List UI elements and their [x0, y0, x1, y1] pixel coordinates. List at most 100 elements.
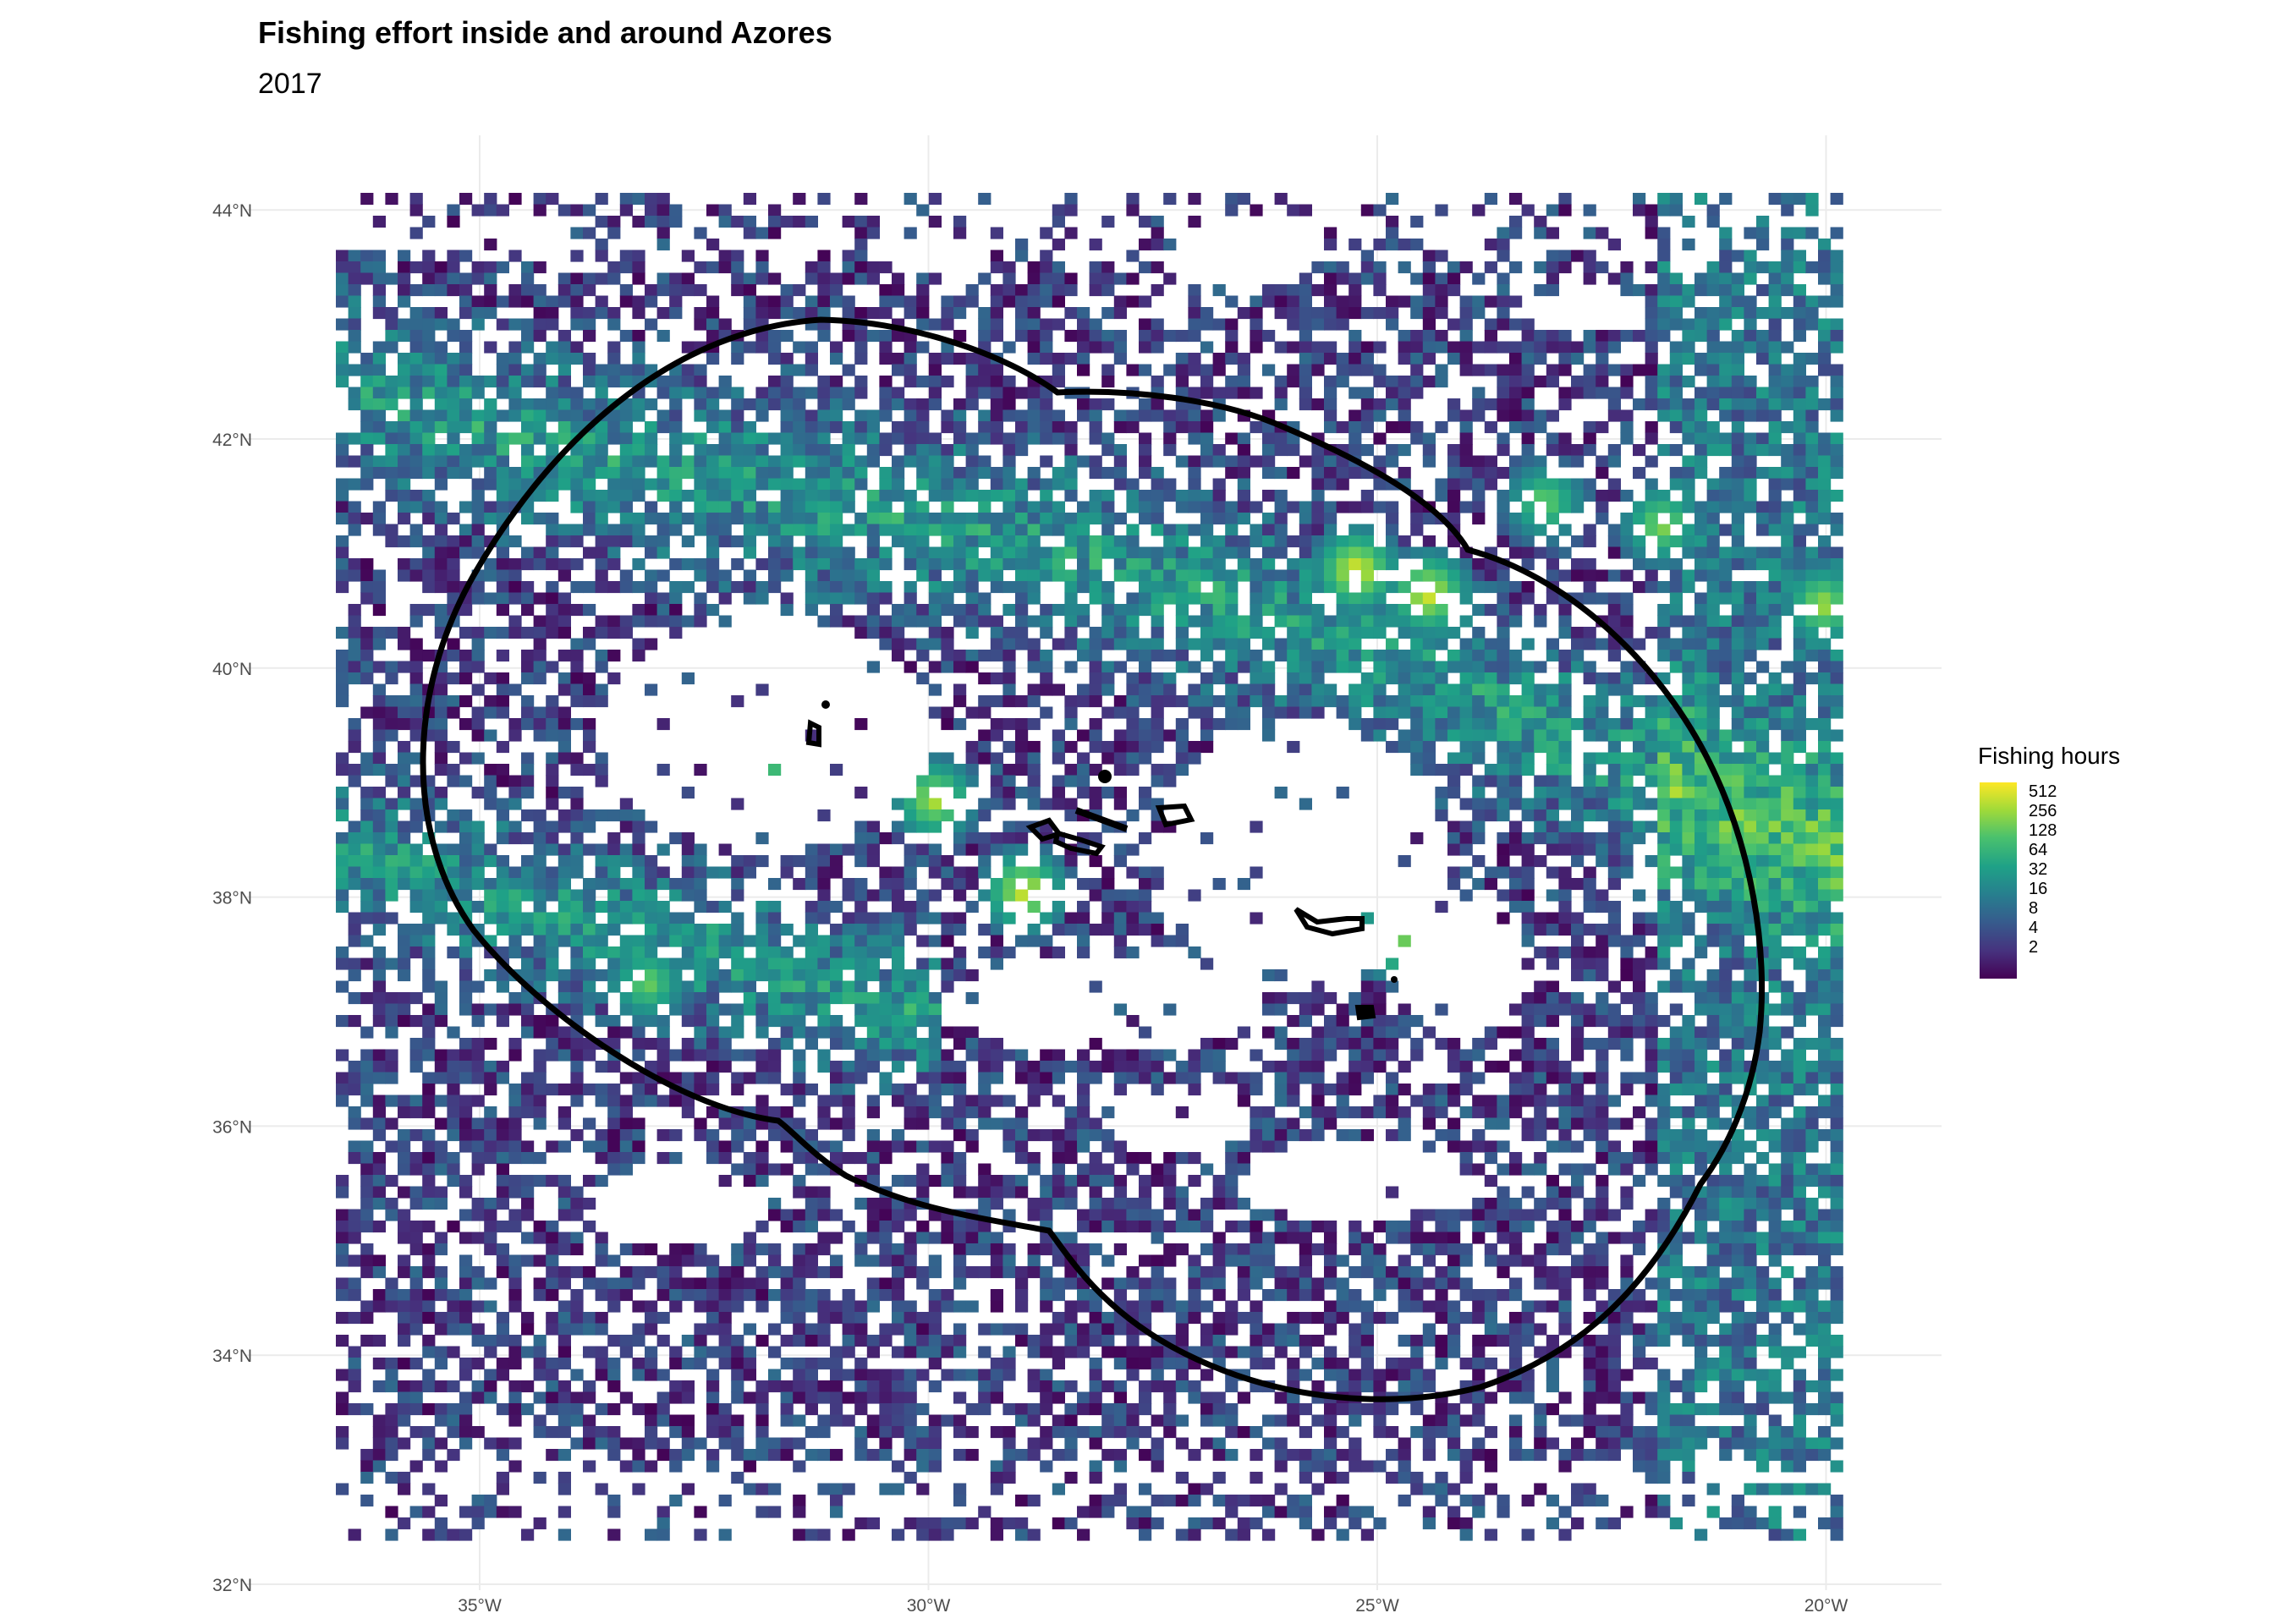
- effort-cell: [1719, 935, 1733, 947]
- effort-cell: [830, 581, 843, 594]
- effort-cell: [1781, 398, 1794, 411]
- effort-cell: [793, 878, 806, 891]
- effort-cell: [1287, 376, 1300, 388]
- effort-cell: [1521, 843, 1535, 856]
- effort-cell: [731, 501, 744, 513]
- effort-cell: [1459, 764, 1473, 776]
- effort-cell: [1410, 376, 1424, 388]
- effort-cell: [1002, 387, 1016, 399]
- effort-cell: [706, 455, 720, 468]
- effort-cell: [546, 478, 559, 491]
- effort-cell: [1113, 729, 1127, 742]
- effort-cell: [459, 969, 473, 982]
- effort-cell: [1175, 695, 1189, 708]
- effort-cell: [1077, 318, 1090, 331]
- effort-cell: [1126, 946, 1140, 959]
- effort-cell: [607, 558, 621, 571]
- effort-cell: [1805, 227, 1819, 239]
- effort-cell: [1558, 341, 1572, 354]
- effort-cell: [892, 866, 905, 879]
- effort-cell: [1064, 204, 1078, 217]
- effort-cell: [1781, 866, 1794, 879]
- effort-cell: [817, 193, 831, 206]
- effort-cell: [422, 946, 436, 959]
- effort-cell: [1830, 295, 1843, 308]
- effort-cell: [398, 284, 411, 297]
- effort-cell: [360, 901, 374, 914]
- effort-cell: [768, 307, 782, 320]
- effort-cell: [1695, 878, 1708, 891]
- effort-cell: [521, 627, 535, 639]
- effort-cell: [731, 216, 744, 228]
- effort-cell: [1719, 957, 1733, 970]
- effort-cell: [484, 204, 497, 217]
- effort-cell: [1126, 409, 1140, 422]
- effort-cell: [1225, 546, 1239, 559]
- effort-cell: [1101, 741, 1115, 754]
- effort-cell: [385, 341, 398, 354]
- effort-cell: [1324, 581, 1337, 594]
- effort-cell: [1546, 409, 1559, 422]
- effort-cell: [1422, 672, 1436, 685]
- effort-cell: [1299, 398, 1312, 411]
- effort-cell: [645, 546, 658, 559]
- effort-cell: [1558, 729, 1572, 742]
- effort-cell: [1435, 307, 1448, 320]
- effort-cell: [1596, 341, 1609, 354]
- effort-cell: [1731, 353, 1744, 365]
- effort-cell: [1360, 969, 1374, 982]
- effort-cell: [1101, 364, 1115, 376]
- effort-cell: [978, 535, 991, 548]
- effort-cell: [656, 272, 670, 285]
- effort-cell: [558, 706, 571, 719]
- effort-cell: [1793, 295, 1806, 308]
- effort-cell: [1706, 216, 1720, 228]
- effort-cell: [459, 820, 473, 833]
- effort-cell: [546, 889, 559, 902]
- effort-cell: [793, 444, 806, 457]
- effort-cell: [619, 581, 633, 594]
- effort-cell: [398, 376, 411, 388]
- effort-cell: [1744, 490, 1757, 502]
- effort-cell: [1793, 706, 1806, 719]
- effort-cell: [1089, 889, 1102, 902]
- effort-cell: [360, 661, 374, 673]
- effort-cell: [508, 535, 522, 548]
- effort-cell: [1731, 878, 1744, 891]
- effort-cell: [854, 193, 868, 206]
- effort-cell: [681, 866, 695, 879]
- effort-cell: [1633, 672, 1646, 685]
- effort-cell: [1336, 706, 1349, 719]
- effort-cell: [1435, 295, 1448, 308]
- effort-cell: [1719, 478, 1733, 491]
- effort-cell: [1818, 787, 1832, 799]
- effort-cell: [1497, 615, 1510, 628]
- effort-cell: [1188, 478, 1201, 491]
- effort-cell: [1299, 706, 1312, 719]
- effort-cell: [1583, 432, 1596, 445]
- effort-cell: [1620, 261, 1634, 274]
- effort-cell: [533, 546, 547, 559]
- effort-cell: [694, 901, 707, 914]
- effort-cell: [1077, 353, 1090, 365]
- effort-cell: [1447, 444, 1461, 457]
- effort-cell: [904, 535, 917, 548]
- effort-cell: [1274, 706, 1288, 719]
- effort-cell: [1521, 398, 1535, 411]
- effort-cell: [558, 272, 571, 285]
- effort-cell: [1064, 432, 1078, 445]
- effort-cell: [1360, 387, 1374, 399]
- effort-cell: [471, 650, 485, 662]
- effort-cell: [941, 935, 954, 947]
- effort-cell: [607, 889, 621, 902]
- effort-cell: [1472, 775, 1486, 787]
- effort-cell: [398, 627, 411, 639]
- effort-cell: [817, 878, 831, 891]
- effort-cell: [385, 764, 398, 776]
- effort-cell: [1607, 615, 1621, 628]
- effort-cell: [447, 444, 460, 457]
- effort-cell: [521, 706, 535, 719]
- effort-cell: [398, 820, 411, 833]
- effort-cell: [1027, 330, 1041, 343]
- effort-cell: [892, 650, 905, 662]
